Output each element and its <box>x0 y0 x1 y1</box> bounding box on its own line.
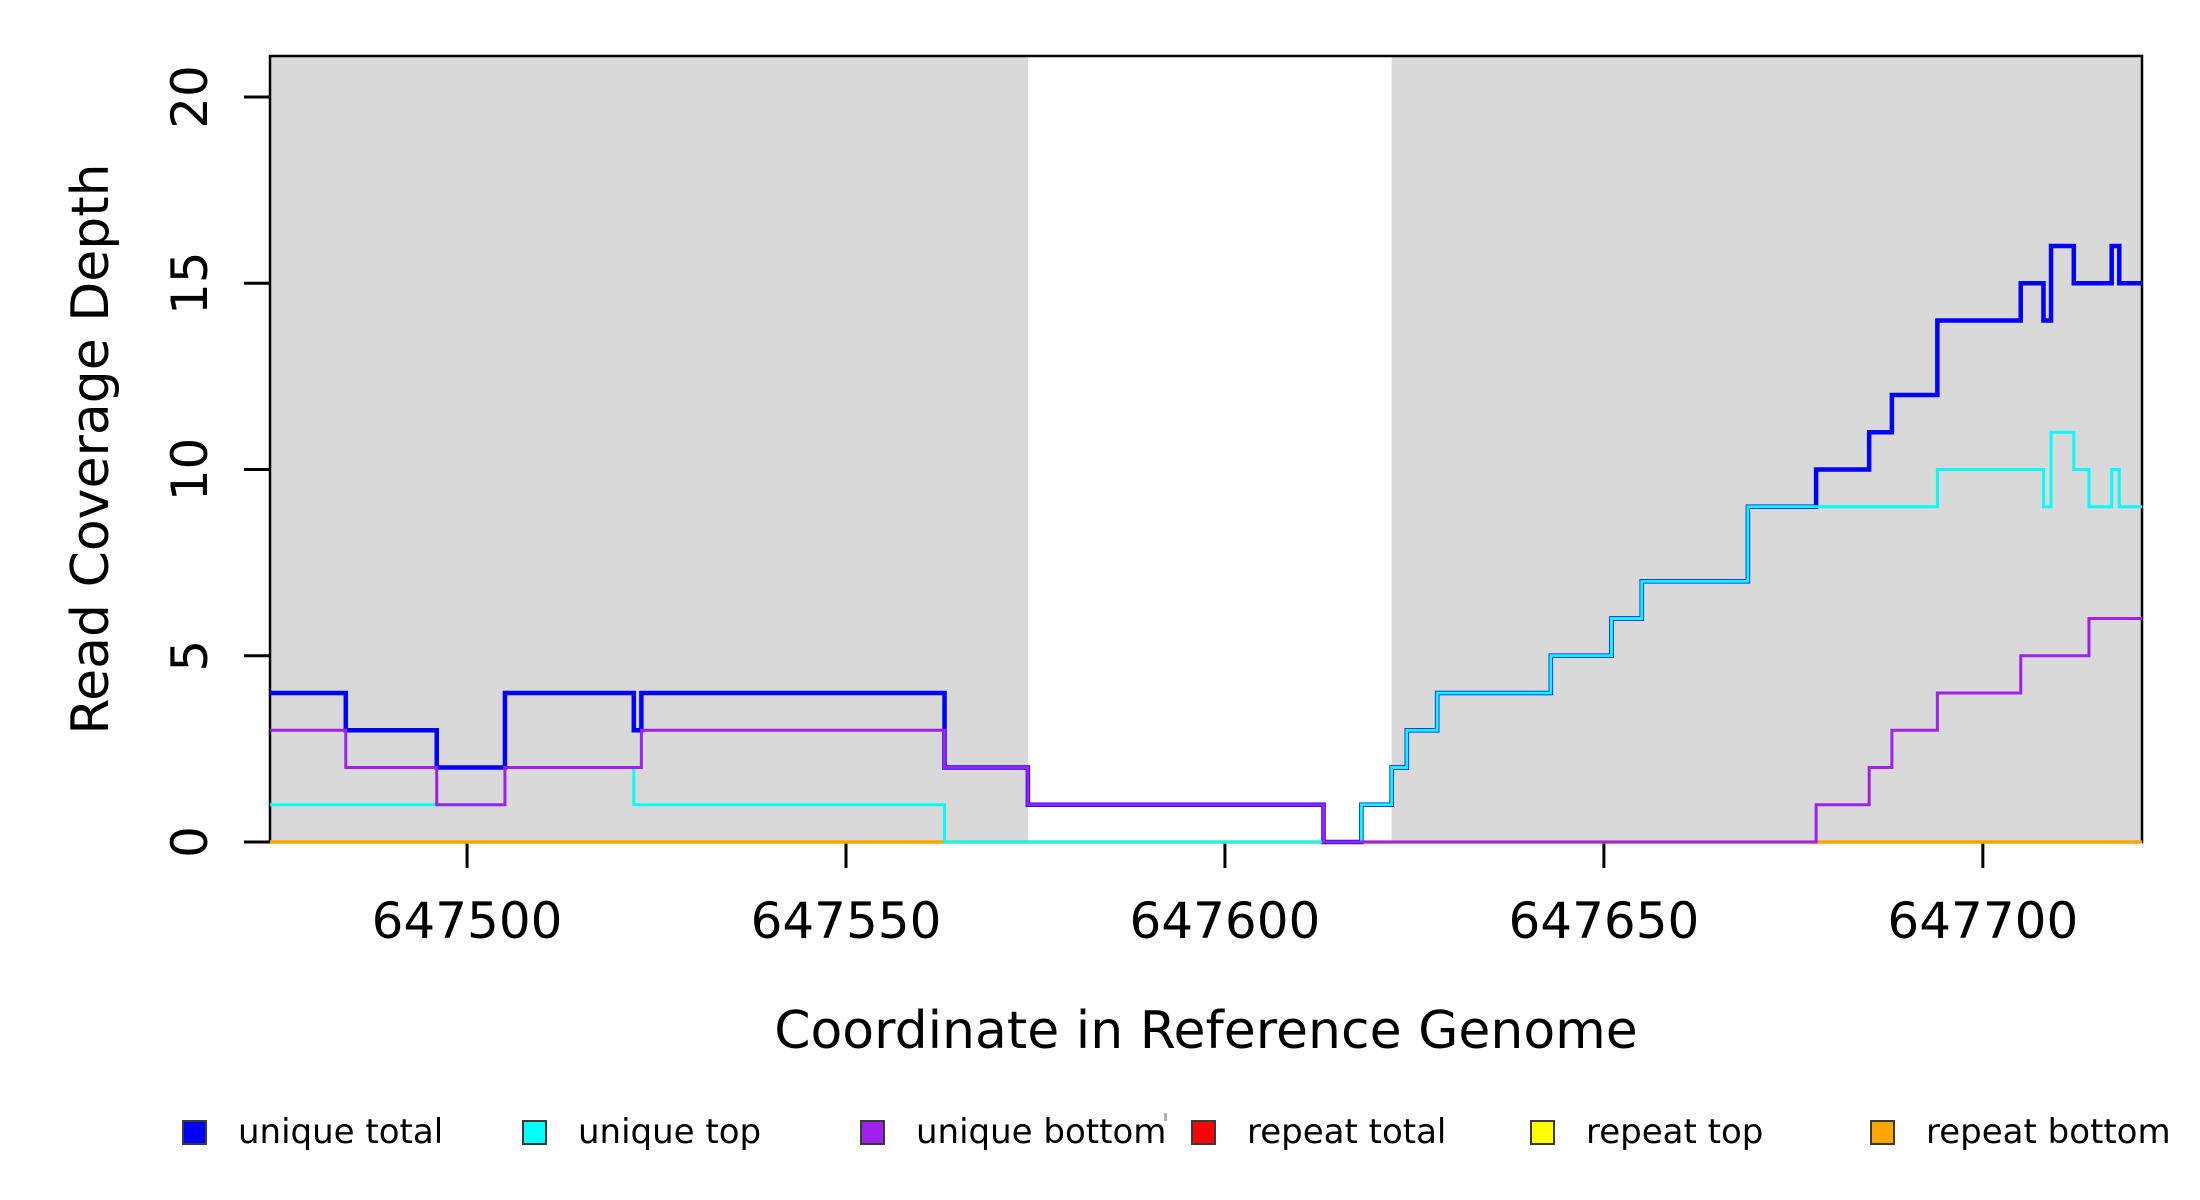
shaded-region-2 <box>1391 56 2142 842</box>
x-axis-title: Coordinate in Reference Genome <box>774 1001 1638 1061</box>
y-tick-label-15: 15 <box>161 251 219 315</box>
series-unique-top <box>270 430 2142 844</box>
x-tick-label-647500: 647500 <box>372 892 563 950</box>
y-tick-label-10: 10 <box>161 438 219 502</box>
x-tick-label-647650: 647650 <box>1508 892 1699 950</box>
y-axis-title: Read Coverage Depth <box>61 163 121 734</box>
y-tick-label-5: 5 <box>161 640 219 672</box>
x-tick-label-647700: 647700 <box>1887 892 2078 950</box>
series-unique-bottom <box>270 616 2142 844</box>
shaded-region-1 <box>270 56 1028 842</box>
y-tick-label-0: 0 <box>161 826 219 858</box>
x-tick-label-647550: 647550 <box>751 892 942 950</box>
x-tick-label-647600: 647600 <box>1130 892 1321 950</box>
y-tick-label-20: 20 <box>161 65 219 129</box>
